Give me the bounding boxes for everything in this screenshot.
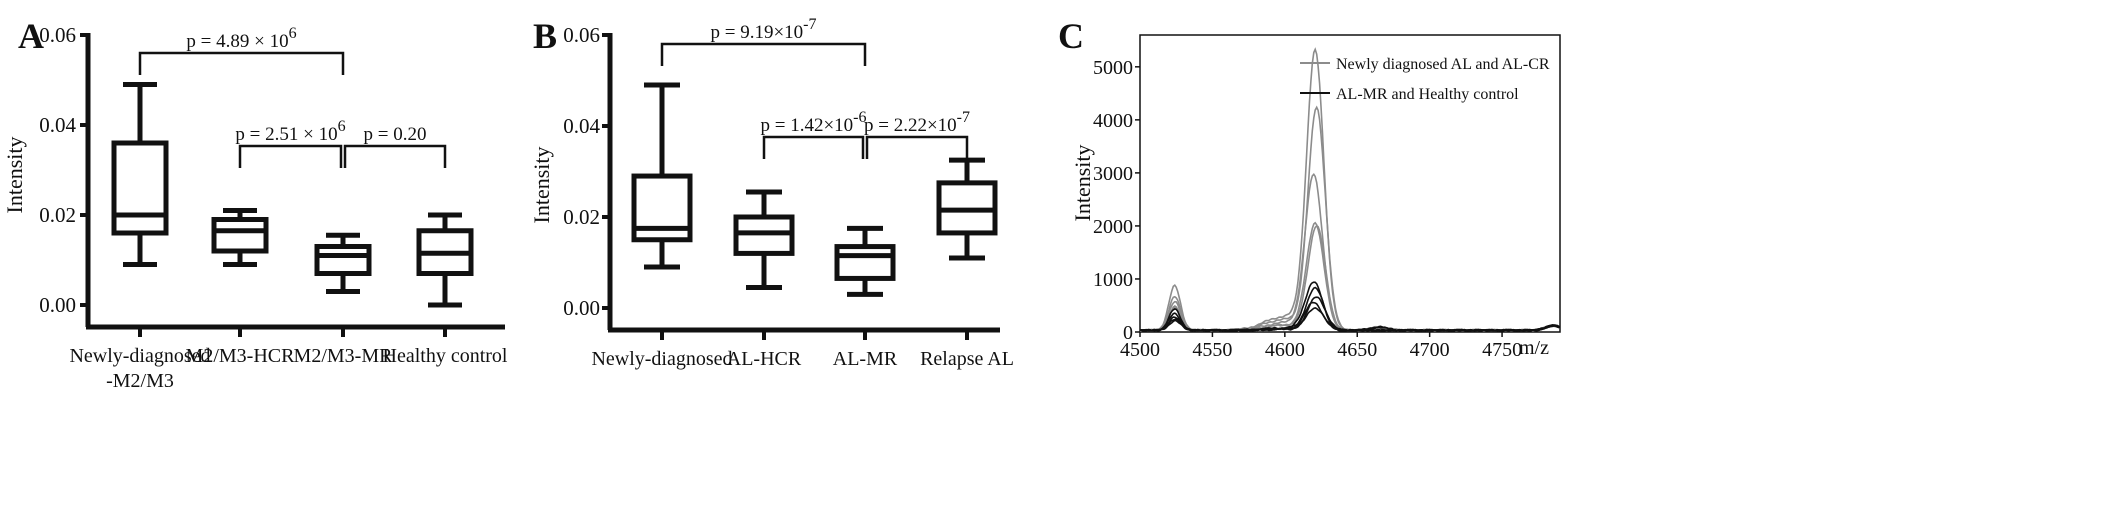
y-tick-label: 5000 (1093, 57, 1133, 79)
iqr-box (631, 173, 693, 243)
y-axis-label: Intensity (1070, 145, 1095, 222)
spectrum-line (1140, 301, 1560, 332)
significance-bracket (660, 42, 867, 66)
box-plot (834, 225, 896, 297)
x-tick-label: 4700 (1410, 339, 1450, 361)
panel-letter: C (1058, 16, 1084, 56)
panel-c: C 0 1000 2000 3000 4000 5000 4500 4550 4600 4650 47… (1058, 16, 1561, 361)
y-tick-label: 3000 (1093, 163, 1133, 185)
panel-letter: A (18, 16, 44, 56)
box-plot (416, 212, 474, 308)
y-tick-label: 0.02 (39, 203, 76, 227)
x-tick-label: 4650 (1337, 339, 1377, 361)
iqr-box (111, 140, 169, 236)
x-tick-label: 4600 (1265, 339, 1305, 361)
plot-frame (1139, 34, 1561, 333)
x-tick-label: Relapse AL (920, 348, 1014, 370)
y-tick-label: 1000 (1093, 269, 1133, 291)
spectrum-line (1140, 224, 1560, 332)
x-tick-label: -M2/M3 (106, 370, 174, 392)
spectrum-line (1140, 105, 1560, 332)
p-value-exponent: 6 (289, 25, 297, 42)
p-value-exponent: 6 (338, 118, 346, 135)
y-tick-label: 0.00 (39, 293, 76, 317)
y-tick-label: 0 (1123, 322, 1133, 344)
iqr-box (834, 244, 896, 281)
spectrum-line (1140, 296, 1560, 332)
y-tick-label: 0.00 (563, 296, 600, 320)
y-tick-label: 0.06 (39, 23, 76, 47)
p-value-exponent: -7 (957, 109, 970, 126)
iqr-box (211, 217, 269, 254)
p-value-label: p = 1.42×10-6 (760, 109, 866, 136)
significance-bracket (238, 144, 343, 168)
x-tick-label: AL-MR (833, 348, 898, 370)
p-value-label: p = 4.89 × 106 (186, 25, 296, 52)
box-plot (936, 157, 998, 261)
box-plot (631, 82, 693, 270)
x-tick-label: Newly-diagnosed (69, 345, 210, 367)
legend: Newly diagnosed AL and AL-CR AL-MR and He… (1300, 56, 1550, 103)
y-axis-label: Intensity (2, 137, 27, 214)
y-tick-label: 0.04 (563, 114, 600, 138)
significance-bracket (762, 135, 865, 159)
x-tick-label: AL-HCR (727, 348, 802, 370)
p-value-exponent: -7 (803, 16, 816, 33)
spectrum-line (1140, 221, 1560, 332)
significance-bracket (138, 51, 345, 75)
x-tick-label: Healthy control (383, 345, 508, 367)
significance-bracket (865, 135, 969, 159)
significance-bracket (343, 144, 447, 168)
box-plot (111, 82, 169, 267)
legend-label: Newly diagnosed AL and AL-CR (1336, 56, 1550, 73)
p-value-label: p = 2.51 × 106 (235, 118, 345, 145)
iqr-box (314, 244, 372, 276)
box-plot (733, 189, 795, 291)
p-value-label: p = 0.20 (364, 124, 427, 145)
x-tick-label: 4750 (1482, 339, 1522, 361)
p-value-exponent: -6 (853, 109, 866, 126)
spectra (1140, 47, 1560, 332)
p-value-label: p = 2.22×10-7 (864, 109, 970, 136)
y-tick-label: 4000 (1093, 110, 1133, 132)
x-tick-label: 4500 (1120, 339, 1160, 361)
panel-b: B 0.00 0.02 0.04 0.06 Intensity Newly-diagnose… (529, 16, 1014, 370)
panel-letter: B (533, 16, 557, 56)
y-tick-label: 2000 (1093, 216, 1133, 238)
y-tick-label: 0.02 (563, 205, 600, 229)
y-tick-label: 0.06 (563, 23, 600, 47)
panel-a: A 0.00 0.02 0.04 0.06 Intensity Newly-diagnose… (2, 16, 508, 392)
y-axis-label: Intensity (529, 147, 554, 224)
spectrum-line (1140, 307, 1560, 332)
y-tick-label: 0.04 (39, 113, 76, 137)
x-tick-label: 4550 (1192, 339, 1232, 361)
spectrum-line (1140, 281, 1560, 332)
x-tick-label: Newly-diagnosed (591, 348, 732, 370)
x-tick-label: M2/M3-MR (294, 345, 394, 367)
spectrum-line (1140, 286, 1560, 332)
box-plot (211, 208, 269, 267)
box-plot (314, 232, 372, 294)
p-value-label: p = 9.19×10-7 (710, 16, 816, 43)
spectrum-line (1140, 173, 1560, 332)
x-axis-label: m/z (1519, 337, 1549, 359)
legend-label: AL-MR and Healthy control (1336, 86, 1519, 103)
x-tick-label: M2/M3-HCR (186, 345, 296, 367)
